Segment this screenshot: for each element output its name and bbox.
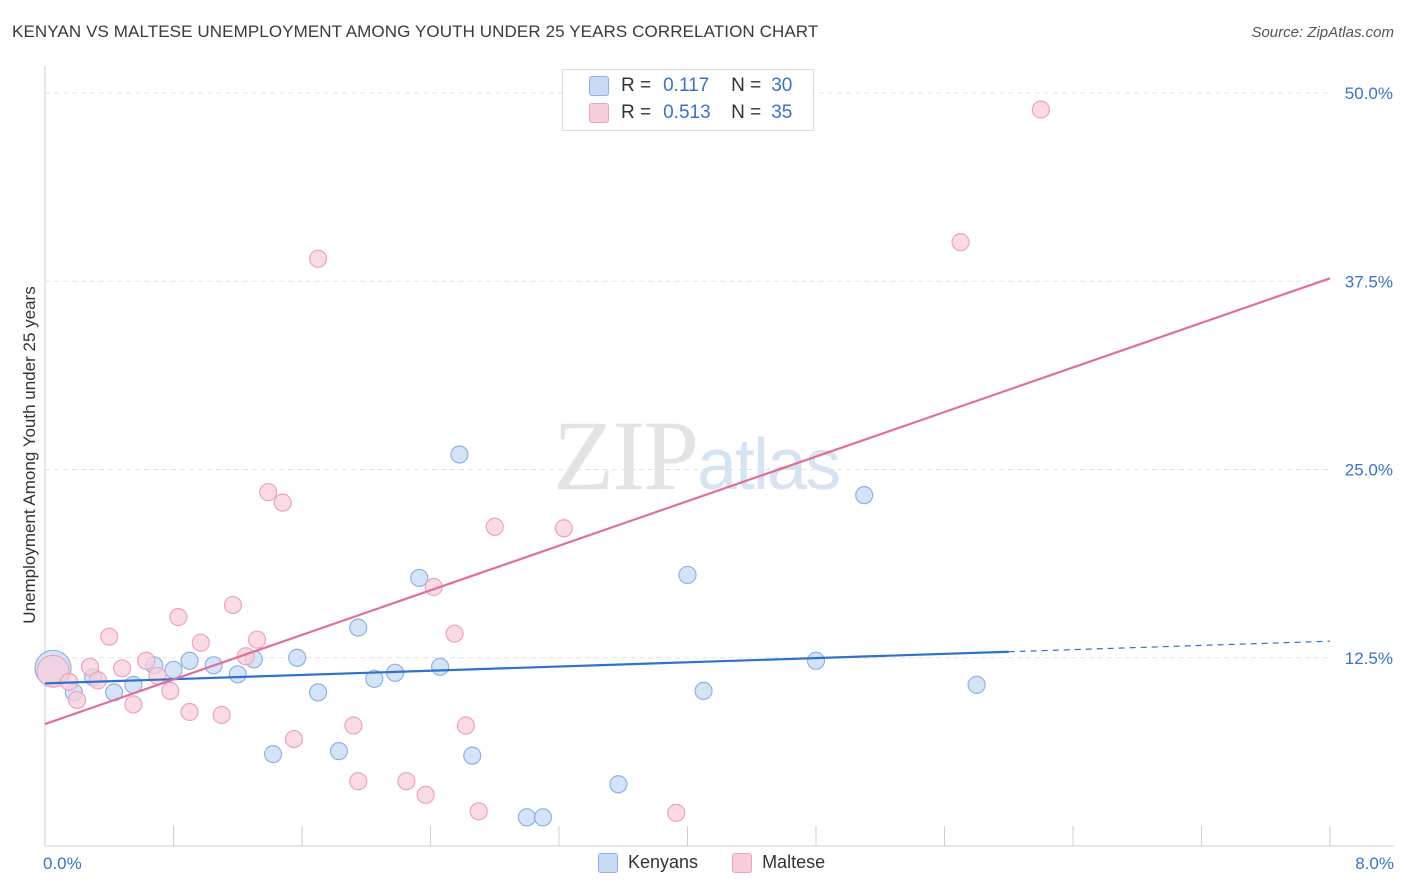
y-tick-label: 12.5% [1345, 649, 1393, 668]
kenyans-point [431, 657, 450, 676]
kenyans-point [533, 808, 553, 827]
maltese-trend-line [44, 277, 1331, 726]
maltese-point [485, 517, 504, 536]
x-tick-label: 8.0% [1355, 854, 1394, 873]
y-axis-label: Unemployment Among Youth under 25 years [20, 286, 39, 624]
r-label: R = [621, 102, 652, 123]
maltese-legend-label: Maltese [762, 852, 826, 872]
kenyans-point [694, 681, 713, 700]
maltese-r-value: 0.513 [663, 102, 711, 123]
maltese-point [397, 772, 416, 791]
maltese-point [112, 659, 132, 678]
maltese-point [223, 595, 243, 615]
maltese-point [951, 233, 970, 252]
maltese-n-value: 35 [771, 102, 793, 123]
kenyans-point [855, 486, 874, 505]
maltese-point [180, 702, 199, 722]
kenyans-point [180, 651, 199, 670]
kenyans-legend-label: Kenyans [628, 852, 699, 872]
kenyans-point [164, 660, 183, 679]
kenyans-point [329, 742, 349, 761]
maltese-point [308, 249, 328, 268]
maltese-point [100, 627, 119, 646]
maltese-point [667, 803, 686, 822]
maltese-point [344, 716, 363, 735]
kenyans-point [678, 565, 697, 585]
chart-title: KENYAN VS MALTESE UNEMPLOYMENT AMONG YOU… [12, 22, 819, 41]
maltese-point [137, 651, 156, 670]
kenyans-legend-swatch [598, 852, 618, 873]
maltese-point [124, 695, 143, 714]
maltese-legend-swatch [732, 852, 753, 873]
maltese-point [273, 493, 292, 512]
maltese-point [161, 681, 180, 700]
kenyans-point [806, 651, 826, 670]
maltese-point [1031, 100, 1050, 119]
kenyans-point [967, 675, 986, 694]
maltese-point [148, 666, 167, 685]
maltese-point [247, 630, 267, 649]
kenyans-point [517, 808, 536, 827]
kenyans-point [463, 746, 482, 765]
legend-item-maltese[interactable]: Maltese [732, 852, 825, 873]
kenyans-point [410, 568, 429, 588]
kenyans-r-value: 0.117 [663, 75, 710, 96]
n-label: N = [731, 102, 762, 123]
kenyans-n-value: 30 [771, 75, 793, 96]
kenyans-point [308, 683, 328, 702]
kenyans-point [349, 618, 368, 637]
maltese-point [68, 690, 87, 710]
maltese-point [445, 624, 464, 643]
series-legend: Kenyans Maltese [598, 852, 825, 873]
kenyans-point [228, 665, 247, 684]
maltese-point [416, 785, 435, 804]
legend-row-maltese: R = 0.513 N = 35 [589, 102, 792, 124]
kenyans-point [450, 445, 469, 464]
maltese-point [259, 483, 278, 502]
kenyans-swatch [589, 76, 609, 96]
kenyans-point [365, 669, 384, 688]
maltese-point [80, 657, 100, 676]
legend-item-kenyans[interactable]: Kenyans [598, 852, 698, 873]
kenyans-trend-extension [1008, 640, 1331, 653]
maltese-point [456, 716, 475, 735]
r-label: R = [621, 75, 652, 96]
maltese-point [469, 802, 488, 821]
legend-row-kenyans: R = 0.117 N = 30 [589, 75, 792, 97]
y-tick-label: 25.0% [1345, 461, 1393, 480]
kenyans-point [288, 648, 307, 667]
y-tick-label: 50.0% [1345, 84, 1393, 103]
n-label: N = [731, 75, 762, 96]
maltese-point [169, 608, 188, 627]
maltese-point [349, 772, 368, 791]
kenyans-point [263, 745, 283, 764]
source-label: Source: ZipAtlas.com [1251, 24, 1394, 41]
correlation-legend: R = 0.117 N = 30 R = 0.513 N = 35 [562, 69, 814, 131]
y-tick-label: 37.5% [1345, 272, 1393, 291]
maltese-point [284, 729, 304, 749]
maltese-swatch [589, 103, 609, 123]
kenyans-point [609, 775, 628, 794]
maltese-point [191, 633, 210, 652]
x-tick-label: 0.0% [43, 854, 82, 873]
maltese-point [554, 519, 573, 538]
kenyans-trend-line [44, 650, 1009, 685]
maltese-point [212, 705, 231, 725]
